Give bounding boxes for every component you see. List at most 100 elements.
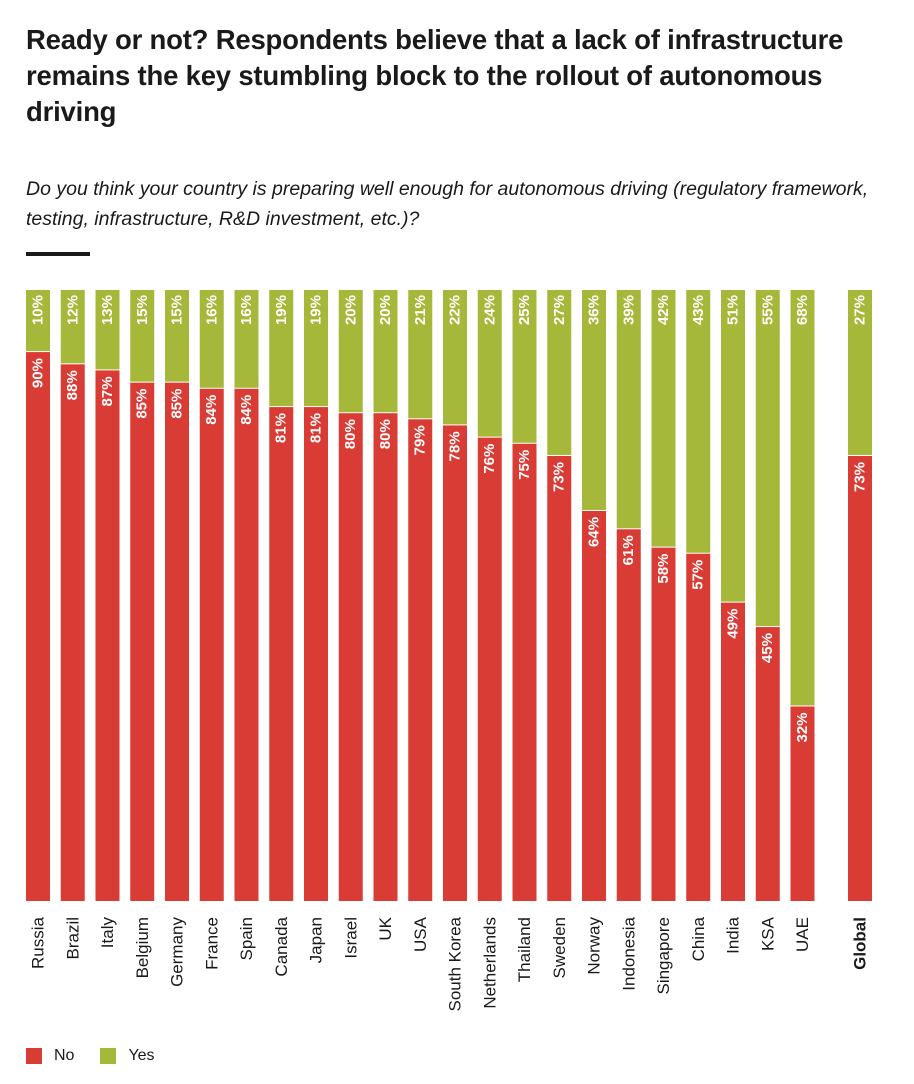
category-label-indonesia: Indonesia <box>619 916 638 990</box>
category-label-canada: Canada <box>272 916 291 976</box>
bar-yes-israel <box>338 290 363 413</box>
bar-no-uae <box>790 706 815 901</box>
category-label-israel: Israel <box>341 917 360 959</box>
bar-no-china <box>686 553 711 901</box>
category-label-thailand: Thailand <box>515 917 534 982</box>
bar-yes-russia <box>26 290 50 352</box>
title-divider <box>26 252 90 256</box>
value-label-no-france: 84% <box>203 395 220 425</box>
value-label-no-uae: 32% <box>794 712 811 742</box>
bar-yes-singapore <box>651 290 676 547</box>
value-label-no-global: 73% <box>852 462 869 492</box>
value-label-no-usa: 79% <box>412 425 429 455</box>
value-label-yes-france: 16% <box>203 295 220 325</box>
value-label-yes-thailand: 25% <box>516 295 533 325</box>
category-label-italy: Italy <box>98 917 117 949</box>
bar-yes-india <box>721 290 745 602</box>
bar-yes-indonesia <box>616 290 641 529</box>
bar-no-india <box>721 602 745 901</box>
value-label-no-china: 57% <box>690 560 707 590</box>
legend-item-yes: Yes <box>100 1047 155 1065</box>
bar-yes-uk <box>373 290 398 413</box>
value-label-no-belgium: 85% <box>134 389 151 419</box>
value-label-no-germany: 85% <box>169 389 186 419</box>
value-label-no-canada: 81% <box>273 413 290 443</box>
bar-yes-japan <box>304 290 328 407</box>
bar-no-thailand <box>512 443 537 901</box>
bar-yes-thailand <box>512 290 537 443</box>
bar-no-usa <box>408 419 433 901</box>
value-label-yes-ksa: 55% <box>759 295 776 325</box>
chart-title: Ready or not? Respondents believe that a… <box>26 24 844 127</box>
legend: No Yes <box>26 1044 181 1068</box>
bar-no-netherlands <box>477 437 502 901</box>
bar-no-germany <box>165 382 189 901</box>
category-label-sweden: Sweden <box>550 917 569 978</box>
bar-no-france <box>199 388 224 901</box>
value-label-yes-japan: 19% <box>308 295 325 325</box>
value-label-no-singapore: 58% <box>655 554 672 584</box>
value-label-no-india: 49% <box>725 609 742 639</box>
value-label-yes-belgium: 15% <box>134 295 151 325</box>
value-label-yes-canada: 19% <box>273 295 290 325</box>
bar-no-spain <box>234 388 259 901</box>
legend-label-yes: Yes <box>128 1047 155 1064</box>
category-label-spain: Spain <box>237 917 256 960</box>
bar-yes-ksa <box>755 290 780 627</box>
bar-no-indonesia <box>616 529 641 901</box>
value-label-no-russia: 90% <box>30 358 47 388</box>
stacked-bar-chart: 10% 90% Russia 12% 88% Brazil 13% 87% Italy 15% 85… <box>26 290 872 1012</box>
bar-yes-south-korea <box>443 290 467 425</box>
chart-subtitle: Do you think your country is preparing w… <box>26 178 869 230</box>
value-label-yes-uk: 20% <box>377 295 394 325</box>
value-label-yes-singapore: 42% <box>655 295 672 325</box>
category-label-france: France <box>202 917 221 970</box>
value-label-yes-china: 43% <box>690 295 707 325</box>
bar-no-russia <box>26 352 50 902</box>
value-label-no-norway: 64% <box>586 517 603 547</box>
category-label-norway: Norway <box>585 917 604 975</box>
bar-yes-netherlands <box>477 290 502 437</box>
value-label-no-japan: 81% <box>308 413 325 443</box>
bar-no-canada <box>269 407 294 901</box>
value-label-no-south-korea: 78% <box>447 431 464 461</box>
category-label-russia: Russia <box>29 916 48 969</box>
bar-yes-usa <box>408 290 433 419</box>
bar-no-singapore <box>651 547 676 901</box>
category-label-uae: UAE <box>793 917 812 952</box>
bar-yes-brazil <box>60 290 85 364</box>
value-label-yes-uae: 68% <box>794 295 811 325</box>
bar-yes-china <box>686 290 711 553</box>
legend-item-no: No <box>26 1047 74 1065</box>
value-label-yes-global: 27% <box>852 295 869 325</box>
bar-no-global <box>848 455 872 901</box>
value-label-no-israel: 80% <box>342 419 359 449</box>
bar-no-uk <box>373 413 398 901</box>
legend-swatch-yes <box>100 1048 117 1064</box>
bar-yes-sweden <box>547 290 572 455</box>
category-label-brazil: Brazil <box>63 917 82 960</box>
bar-yes-germany <box>165 290 189 382</box>
value-label-no-netherlands: 76% <box>481 444 498 474</box>
value-label-yes-indonesia: 39% <box>620 295 637 325</box>
value-label-yes-russia: 10% <box>30 295 47 325</box>
value-label-no-ksa: 45% <box>759 633 776 663</box>
legend-label-no: No <box>54 1047 75 1064</box>
value-label-yes-usa: 21% <box>412 295 429 325</box>
bar-yes-norway <box>582 290 606 510</box>
value-label-no-spain: 84% <box>238 395 255 425</box>
bar-no-brazil <box>60 364 85 901</box>
bar-yes-italy <box>95 290 120 370</box>
value-label-yes-brazil: 12% <box>64 295 81 325</box>
category-label-global: Global <box>851 917 870 970</box>
bar-yes-canada <box>269 290 294 407</box>
bar-yes-uae <box>790 290 815 706</box>
category-label-india: India <box>724 916 743 953</box>
category-label-china: China <box>689 916 708 961</box>
bar-no-israel <box>338 413 363 901</box>
bar-no-belgium <box>130 382 155 901</box>
value-label-yes-india: 51% <box>725 295 742 325</box>
value-label-yes-israel: 20% <box>342 295 359 325</box>
bar-yes-spain <box>234 290 259 388</box>
value-label-no-brazil: 88% <box>64 370 81 400</box>
